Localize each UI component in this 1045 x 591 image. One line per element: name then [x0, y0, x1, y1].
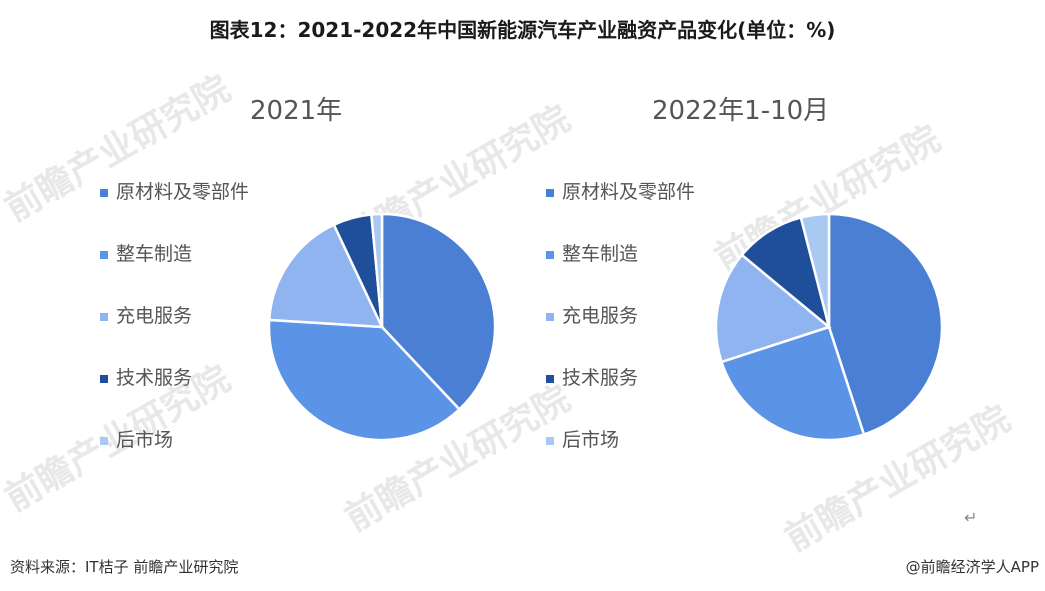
- paragraph-mark: ↵: [964, 508, 978, 527]
- legend-swatch: [546, 251, 554, 259]
- legend-swatch: [100, 251, 108, 259]
- pie-slice: [370, 212, 384, 328]
- legend: 原材料及零部件 整车制造 充电服务 技术服务 后市场: [100, 180, 266, 490]
- pie-chart-2022: 2022年1-10月 原材料及零部件 整车制造 充电服务 技术服务 后市场: [460, 60, 980, 530]
- legend-swatch: [100, 313, 108, 321]
- source-note: 资料来源：IT桔子 前瞻产业研究院: [10, 558, 239, 576]
- pie-svg: [267, 212, 497, 442]
- legend-item: 技术服务: [546, 366, 712, 428]
- pie-slice: [714, 253, 832, 364]
- pie-svg: [714, 212, 944, 442]
- legend-swatch: [546, 189, 554, 197]
- legend-swatch: [100, 437, 108, 445]
- credit-note: @前瞻经济学人APP: [905, 558, 1039, 576]
- legend-label: 原材料及零部件: [562, 181, 696, 203]
- legend-label: 后市场: [562, 429, 620, 451]
- pie-slice: [267, 318, 462, 442]
- legend-item: 整车制造: [546, 242, 712, 304]
- legend-label: 整车制造: [116, 243, 193, 265]
- legend-swatch: [546, 313, 554, 321]
- pie-slice: [799, 212, 831, 328]
- chart-title: 图表12：2021-2022年中国新能源汽车产业融资产品变化(单位：%): [209, 18, 836, 42]
- legend-label: 整车制造: [562, 243, 639, 265]
- legend-label: 技术服务: [562, 367, 639, 389]
- legend-label: 原材料及零部件: [116, 181, 250, 203]
- legend-swatch: [100, 375, 108, 383]
- legend: 原材料及零部件 整车制造 充电服务 技术服务 后市场: [546, 180, 712, 490]
- legend-swatch: [546, 375, 554, 383]
- pie-slice: [380, 212, 497, 412]
- legend-item: 整车制造: [100, 242, 266, 304]
- legend-item: 原材料及零部件: [546, 180, 712, 242]
- legend-item: 充电服务: [546, 304, 712, 366]
- pie-slice: [267, 223, 385, 329]
- legend-label: 充电服务: [562, 305, 639, 327]
- legend-item: 技术服务: [100, 366, 266, 428]
- pie-chart-2021: 2021年 原材料及零部件 整车制造 充电服务 技术服务 后市场: [0, 60, 520, 530]
- legend-item: 后市场: [546, 428, 712, 490]
- legend-item: 充电服务: [100, 304, 266, 366]
- pie-title: 2021年: [250, 96, 343, 126]
- pie-slice: [827, 212, 944, 437]
- pie-slice: [719, 325, 866, 442]
- legend-swatch: [546, 437, 554, 445]
- legend-label: 技术服务: [116, 367, 193, 389]
- legend-swatch: [100, 189, 108, 197]
- legend-item: 原材料及零部件: [100, 180, 266, 242]
- legend-label: 充电服务: [116, 305, 193, 327]
- legend-item: 后市场: [100, 428, 266, 490]
- pie-title: 2022年1-10月: [652, 96, 830, 126]
- legend-label: 后市场: [116, 429, 174, 451]
